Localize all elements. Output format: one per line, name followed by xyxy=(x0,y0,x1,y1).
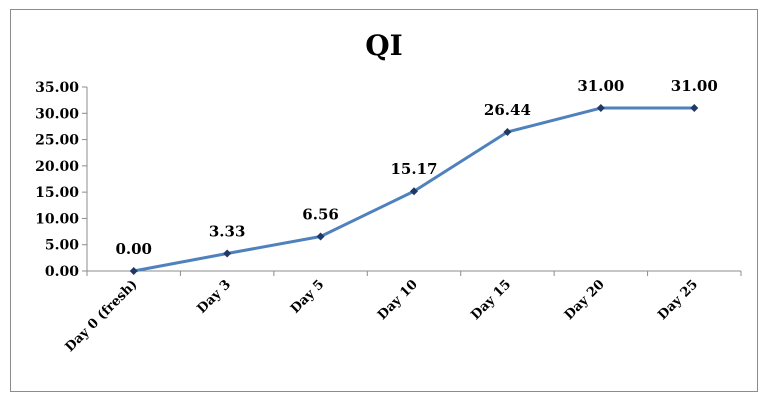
y-tick-label: 30.00 xyxy=(35,106,79,122)
data-point-label: 15.17 xyxy=(391,160,438,178)
data-point-marker xyxy=(503,128,512,137)
data-point-marker xyxy=(410,187,418,196)
data-point-label: 0.00 xyxy=(115,240,152,258)
y-tick-label: 0.00 xyxy=(45,264,79,280)
y-tick-label: 25.00 xyxy=(35,133,79,149)
y-tick-label: 5.00 xyxy=(45,238,79,254)
x-tick-label: Day 3 xyxy=(194,277,233,316)
data-point-label: 31.00 xyxy=(671,77,718,95)
x-tick-label: Day 5 xyxy=(288,277,327,316)
data-point-marker xyxy=(316,232,325,241)
x-tick-label: Day 15 xyxy=(468,277,514,323)
data-point-label: 26.44 xyxy=(484,101,531,119)
data-point-marker xyxy=(129,267,138,275)
data-point-label: 6.56 xyxy=(302,206,339,224)
series-layer xyxy=(129,104,699,275)
x-tick-label: Day 10 xyxy=(375,277,421,323)
data-point-label: 3.33 xyxy=(209,222,246,240)
data-point-label: 31.00 xyxy=(577,77,624,95)
data-labels: 0.00 3.33 6.56 15.17 26.44 31.00 31.00 xyxy=(115,77,717,258)
x-tick-label: Day 0 (fresh) xyxy=(63,277,141,355)
y-tick-label: 15.00 xyxy=(35,185,79,201)
chart-frame xyxy=(10,9,758,392)
chart-title: QI xyxy=(365,29,403,62)
x-tick-label: Day 25 xyxy=(655,277,701,323)
x-tick-label: Day 20 xyxy=(562,277,608,323)
axes: 0.00 5.00 10.00 15.00 20.00 25.00 30.00 35.00 Da… xyxy=(35,80,742,355)
data-point-marker xyxy=(596,104,605,113)
y-tick-label: 10.00 xyxy=(35,211,79,227)
data-point-marker xyxy=(223,249,232,258)
y-tick-label: 20.00 xyxy=(35,159,79,175)
data-point-marker xyxy=(690,104,699,113)
y-tick-label: 35.00 xyxy=(35,80,79,96)
